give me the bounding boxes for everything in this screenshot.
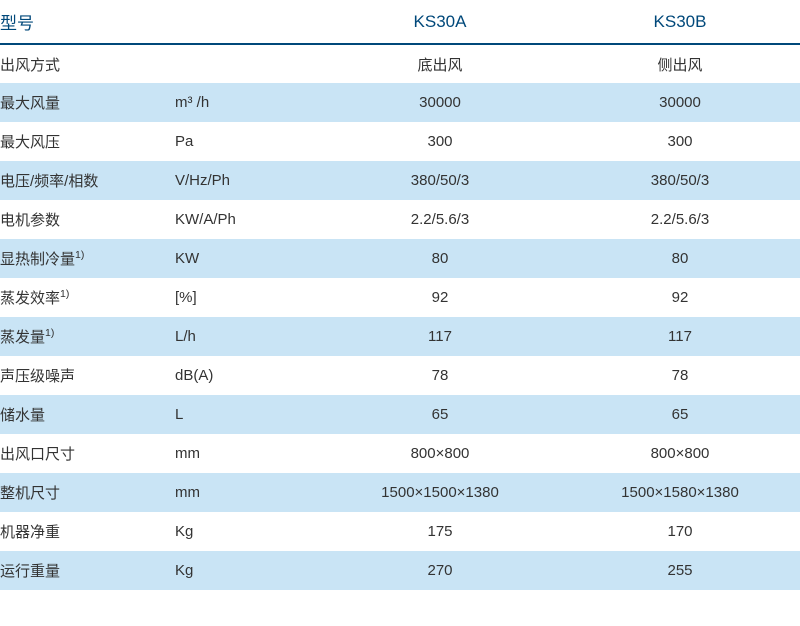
- cell-unit: m³ /h: [175, 83, 320, 122]
- table-row: 整机尺寸mm1500×1500×13801500×1580×1380: [0, 473, 800, 512]
- cell-unit: Kg: [175, 551, 320, 590]
- cell-model-b: 255: [560, 551, 800, 590]
- table-row: 显热制冷量1)KW8080: [0, 239, 800, 278]
- cell-model-a: 80: [320, 239, 560, 278]
- cell-model-a: 底出风: [320, 44, 560, 83]
- table-row: 储水量L6565: [0, 395, 800, 434]
- spec-table: 型号KS30AKS30B出风方式底出风侧出风最大风量m³ /h300003000…: [0, 0, 800, 590]
- cell-model-b: 117: [560, 317, 800, 356]
- header-model-b: KS30B: [560, 0, 800, 44]
- table-row: 最大风压Pa300300: [0, 122, 800, 161]
- cell-unit: L/h: [175, 317, 320, 356]
- table-header-row: 型号 KS30AKS30B: [0, 0, 800, 44]
- cell-unit: Kg: [175, 512, 320, 551]
- table-row: 机器净重Kg175170: [0, 512, 800, 551]
- cell-model-a: 117: [320, 317, 560, 356]
- cell-label: 显热制冷量1): [0, 239, 175, 278]
- cell-model-a: 300: [320, 122, 560, 161]
- cell-unit: L: [175, 395, 320, 434]
- cell-model-b: 170: [560, 512, 800, 551]
- cell-model-a: 92: [320, 278, 560, 317]
- cell-unit: mm: [175, 434, 320, 473]
- cell-unit: mm: [175, 473, 320, 512]
- cell-model-b: 380/50/3: [560, 161, 800, 200]
- cell-model-a: 800×800: [320, 434, 560, 473]
- cell-label: 出风方式: [0, 44, 175, 83]
- cell-label: 声压级噪声: [0, 356, 175, 395]
- cell-label: 机器净重: [0, 512, 175, 551]
- cell-unit: KW/A/Ph: [175, 200, 320, 239]
- cell-label: 运行重量: [0, 551, 175, 590]
- table-row: 电机参数KW/A/Ph2.2/5.6/32.2/5.6/3: [0, 200, 800, 239]
- cell-model-b: 2.2/5.6/3: [560, 200, 800, 239]
- cell-model-b: 800×800: [560, 434, 800, 473]
- cell-model-a: 78: [320, 356, 560, 395]
- cell-label: 电机参数: [0, 200, 175, 239]
- cell-model-b: 30000: [560, 83, 800, 122]
- header-model-a: KS30A: [320, 0, 560, 44]
- cell-model-b: 92: [560, 278, 800, 317]
- table-row: 运行重量Kg270255: [0, 551, 800, 590]
- cell-label: 最大风压: [0, 122, 175, 161]
- cell-unit: [%]: [175, 278, 320, 317]
- table-row: 出风口尺寸mm800×800800×800: [0, 434, 800, 473]
- table-row: 最大风量m³ /h3000030000: [0, 83, 800, 122]
- table-row: 出风方式 底出风侧出风: [0, 44, 800, 83]
- cell-unit: KW: [175, 239, 320, 278]
- table-row: 声压级噪声dB(A)7878: [0, 356, 800, 395]
- cell-model-a: 2.2/5.6/3: [320, 200, 560, 239]
- cell-unit: [175, 44, 320, 83]
- cell-model-a: 30000: [320, 83, 560, 122]
- cell-model-a: 65: [320, 395, 560, 434]
- table-row: 电压/频率/相数V/Hz/Ph380/50/3380/50/3: [0, 161, 800, 200]
- cell-unit: V/Hz/Ph: [175, 161, 320, 200]
- cell-label: 蒸发量1): [0, 317, 175, 356]
- table-row: 蒸发量1)L/h117117: [0, 317, 800, 356]
- cell-label: 出风口尺寸: [0, 434, 175, 473]
- cell-label: 最大风量: [0, 83, 175, 122]
- cell-model-b: 78: [560, 356, 800, 395]
- cell-model-a: 1500×1500×1380: [320, 473, 560, 512]
- cell-model-a: 175: [320, 512, 560, 551]
- cell-model-b: 80: [560, 239, 800, 278]
- cell-model-b: 侧出风: [560, 44, 800, 83]
- header-unit: [175, 0, 320, 44]
- cell-model-b: 65: [560, 395, 800, 434]
- cell-unit: dB(A): [175, 356, 320, 395]
- cell-label: 电压/频率/相数: [0, 161, 175, 200]
- cell-label: 储水量: [0, 395, 175, 434]
- cell-label: 蒸发效率1): [0, 278, 175, 317]
- cell-model-b: 1500×1580×1380: [560, 473, 800, 512]
- header-label: 型号: [0, 0, 175, 44]
- cell-model-b: 300: [560, 122, 800, 161]
- spec-table-body: 型号KS30AKS30B出风方式底出风侧出风最大风量m³ /h300003000…: [0, 0, 800, 590]
- cell-model-a: 380/50/3: [320, 161, 560, 200]
- cell-unit: Pa: [175, 122, 320, 161]
- cell-label: 整机尺寸: [0, 473, 175, 512]
- cell-model-a: 270: [320, 551, 560, 590]
- table-row: 蒸发效率1)[%]9292: [0, 278, 800, 317]
